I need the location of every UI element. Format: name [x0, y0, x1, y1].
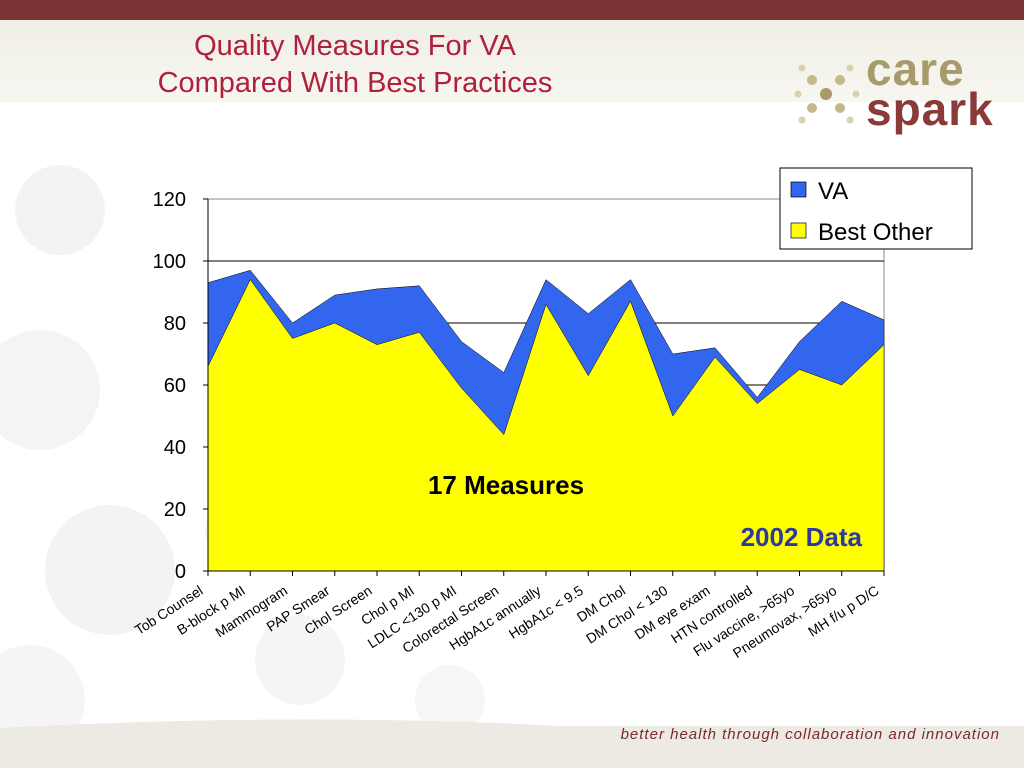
legend: VA Best Other — [779, 167, 973, 250]
series-best-other-area — [207, 279, 885, 572]
y-tick-label: 60 — [164, 375, 186, 397]
spark-burst-icon — [794, 64, 860, 124]
annotation-2002-data: 2002 Data — [741, 522, 863, 552]
y-axis-ticks: 0 20 40 60 80 100 120 — [153, 189, 208, 583]
y-tick-label: 0 — [175, 561, 186, 583]
slide-title: Quality Measures For VA Compared With Be… — [60, 28, 650, 102]
tagline: better health through collaboration and … — [620, 726, 1000, 743]
legend-label-best-other: Best Other — [818, 219, 933, 246]
y-tick-label: 100 — [153, 251, 186, 273]
legend-label-va: VA — [818, 178, 848, 205]
header-band — [0, 20, 1024, 102]
annotation-17-measures: 17 Measures — [428, 470, 584, 500]
slide-title-line2: Compared With Best Practices — [157, 67, 553, 99]
y-tick-label: 20 — [164, 499, 186, 521]
legend-swatch-best-other — [790, 222, 807, 239]
top-bar — [0, 0, 1024, 20]
carespark-logo: care spark — [788, 43, 1018, 148]
y-tick-label: 80 — [164, 313, 186, 335]
legend-box — [779, 167, 973, 250]
slide-title-line1: Quality Measures For VA — [194, 30, 516, 62]
logo-word-care: care — [866, 43, 965, 95]
y-tick-label: 40 — [164, 437, 186, 459]
legend-swatch-va — [790, 181, 807, 198]
footer-band — [0, 719, 1024, 768]
logo-word-spark: spark — [866, 83, 994, 135]
y-tick-label: 120 — [153, 189, 186, 211]
